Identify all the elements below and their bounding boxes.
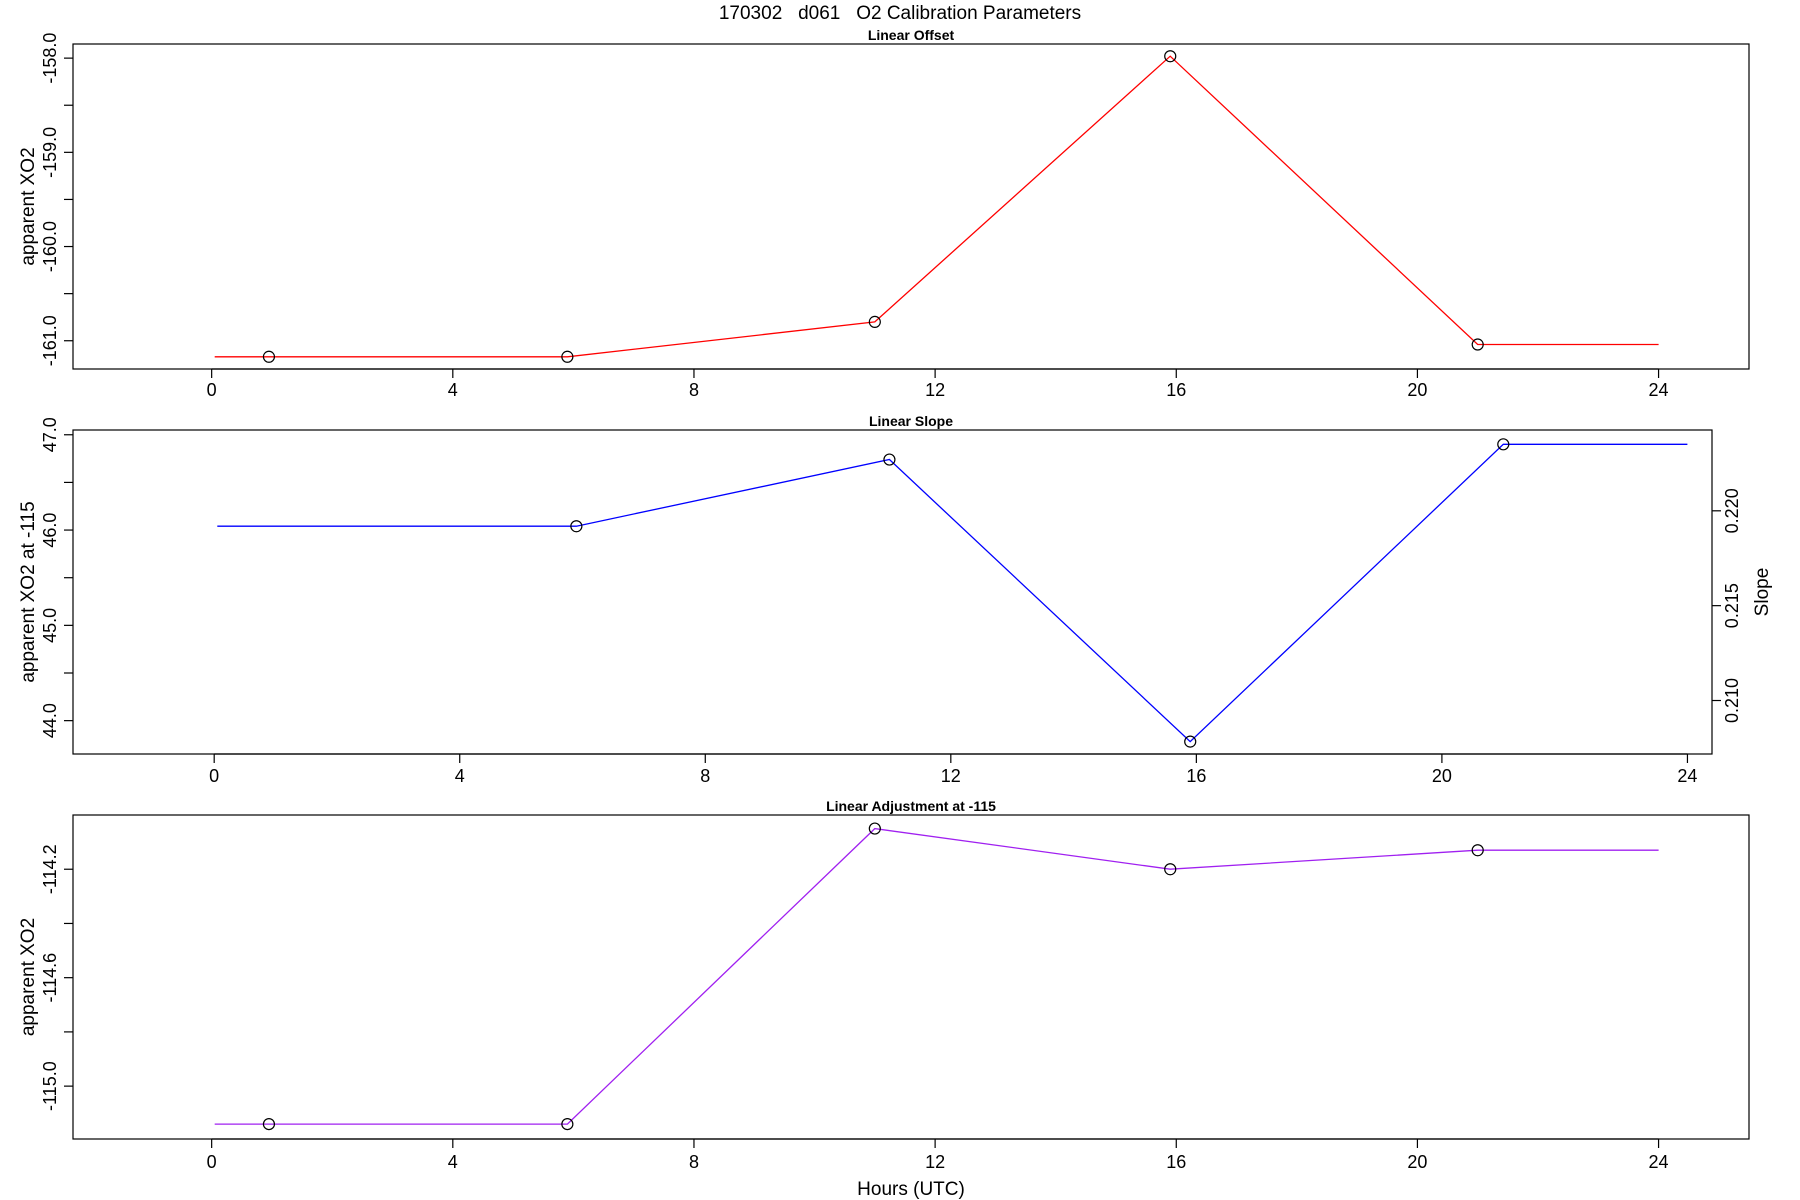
x-tick-label: 0 [209, 766, 219, 786]
x-tick-label: 24 [1649, 380, 1669, 400]
y-axis-title: apparent XO2 [18, 147, 39, 265]
y-tick-label: 46.0 [40, 513, 60, 548]
data-point [262, 1117, 276, 1131]
x-tick-label: 24 [1677, 766, 1697, 786]
y-tick-label: -161.0 [40, 315, 60, 366]
x-axis-title: Hours (UTC) [857, 1179, 965, 1200]
x-axis: 0 4 8 12 16 20 24 [207, 368, 1669, 400]
y2-tick-label: 0.210 [1722, 678, 1742, 723]
x-axis: 0 4 8 12 16 20 24 [207, 1138, 1669, 1172]
x-tick-label: 0 [207, 1152, 217, 1172]
data-point [561, 1117, 574, 1131]
x-tick-label: 8 [689, 380, 699, 400]
data-point [561, 350, 574, 363]
x-tick-label: 20 [1407, 380, 1427, 400]
y2-axis: 0.210 0.215 0.220 [1712, 488, 1742, 723]
panel-title: Linear Offset [868, 27, 955, 43]
y2-tick-label: 0.215 [1722, 583, 1742, 628]
data-point [1164, 863, 1177, 876]
plot-frame [72, 429, 1713, 755]
data-point [570, 520, 583, 533]
y-tick-label: 44.0 [40, 703, 60, 738]
data-point [262, 350, 276, 363]
y-tick-label: 47.0 [40, 417, 60, 452]
plot-frame [72, 43, 1750, 370]
x-tick-label: 8 [689, 1152, 699, 1172]
x-tick-label: 0 [207, 380, 217, 400]
y-axis: 44.0 45.0 46.0 47.0 [40, 417, 73, 738]
series-line [214, 827, 1659, 1125]
x-tick-label: 4 [448, 1152, 458, 1172]
x-tick-label: 8 [700, 766, 710, 786]
x-tick-label: 24 [1649, 1152, 1669, 1172]
x-axis: 0 4 8 12 16 20 24 [209, 753, 1697, 786]
data-point [1164, 50, 1177, 63]
y-tick-label: -114.6 [40, 953, 60, 1003]
x-tick-label: 16 [1166, 1152, 1186, 1172]
x-tick-label: 16 [1186, 766, 1206, 786]
x-tick-label: 20 [1407, 1152, 1427, 1172]
data-point [883, 453, 896, 466]
y-axis-title: apparent XO2 [18, 918, 39, 1036]
figure-title: 170302 d061 O2 Calibration Parameters [719, 3, 1081, 24]
y-tick-label: -158.0 [40, 33, 60, 84]
panel-3: Linear Adjustment at -115 0 4 8 12 16 20 24 -115… [18, 798, 1750, 1200]
panel-title: Linear Adjustment at -115 [826, 798, 996, 814]
series-line [214, 55, 1659, 358]
panel-title: Linear Slope [869, 413, 953, 429]
y-axis: -161.0 -160.0 -159.0 -158.0 [40, 33, 73, 366]
data-point [868, 822, 881, 835]
y-tick-label: 45.0 [40, 608, 60, 643]
x-tick-label: 20 [1432, 766, 1452, 786]
panel-1: Linear Offset 0 4 8 12 16 20 24 -161.0 -160.0 -159… [18, 27, 1750, 400]
y-tick-label: -159.0 [40, 127, 60, 178]
x-tick-label: 12 [925, 380, 945, 400]
y-tick-label: -115.0 [40, 1061, 60, 1111]
data-point [1184, 735, 1197, 748]
y-axis-title: apparent XO2 at -115 [18, 501, 39, 682]
x-tick-label: 16 [1166, 380, 1186, 400]
y2-axis-title: Slope [1752, 568, 1773, 617]
x-tick-label: 12 [941, 766, 961, 786]
y-axis: -115.0 -114.6 -114.2 [40, 844, 73, 1111]
series-line [217, 443, 1688, 743]
data-point [1471, 844, 1484, 857]
y-tick-label: -114.2 [40, 844, 60, 894]
data-point [1497, 438, 1510, 451]
x-tick-label: 4 [448, 380, 458, 400]
y2-tick-label: 0.220 [1722, 488, 1742, 533]
x-tick-label: 4 [455, 766, 465, 786]
data-point [1471, 338, 1484, 351]
data-point [868, 315, 881, 328]
plot-frame [72, 814, 1750, 1140]
y-tick-label: -160.0 [40, 221, 60, 272]
panel-2: Linear Slope 0 4 8 12 16 20 24 44.0 45.0 46.0 47.0 a… [18, 413, 1773, 786]
x-tick-label: 12 [925, 1152, 945, 1172]
